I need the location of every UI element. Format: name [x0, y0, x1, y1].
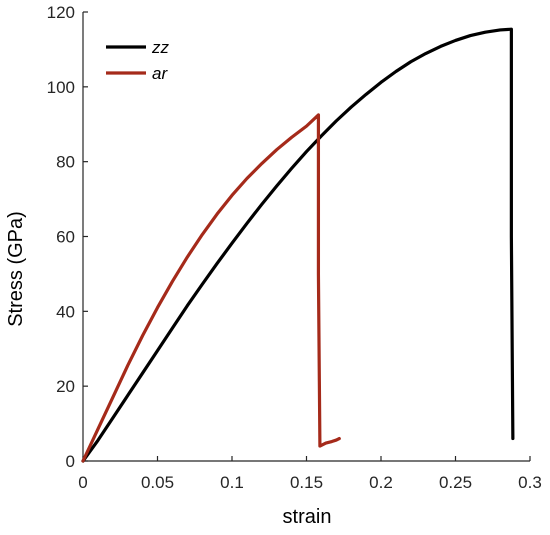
axes: 0 0.05 0.1 0.15 0.2 0.25 0.3 0 20 40 60 80 100 120	[47, 3, 542, 492]
y-tick-label: 100	[47, 78, 75, 97]
series-line-ar	[81, 113, 341, 463]
y-tick-label: 80	[56, 153, 75, 172]
series-lines	[81, 27, 515, 463]
y-tick-label: 40	[56, 302, 75, 321]
legend-label-zz: zz	[151, 38, 170, 57]
x-tick-label: 0.3	[518, 473, 542, 492]
x-tick-label: 0.05	[141, 473, 174, 492]
series-line-zz	[81, 27, 515, 463]
x-tick-label: 0.2	[369, 473, 393, 492]
y-axis-label: Stress (GPa)	[5, 211, 27, 327]
legend-label-ar: ar	[152, 64, 168, 83]
x-tick-label: 0.15	[290, 473, 323, 492]
x-tick-label: 0.1	[220, 473, 244, 492]
y-tick-label: 0	[66, 452, 75, 471]
x-axis-label: strain	[283, 506, 332, 528]
x-tick-label: 0.25	[439, 473, 472, 492]
y-tick-label: 20	[56, 377, 75, 396]
y-tick-label: 120	[47, 3, 75, 22]
legend: zz ar	[106, 38, 170, 83]
y-tick-label: 60	[56, 228, 75, 247]
x-tick-label: 0	[78, 473, 87, 492]
